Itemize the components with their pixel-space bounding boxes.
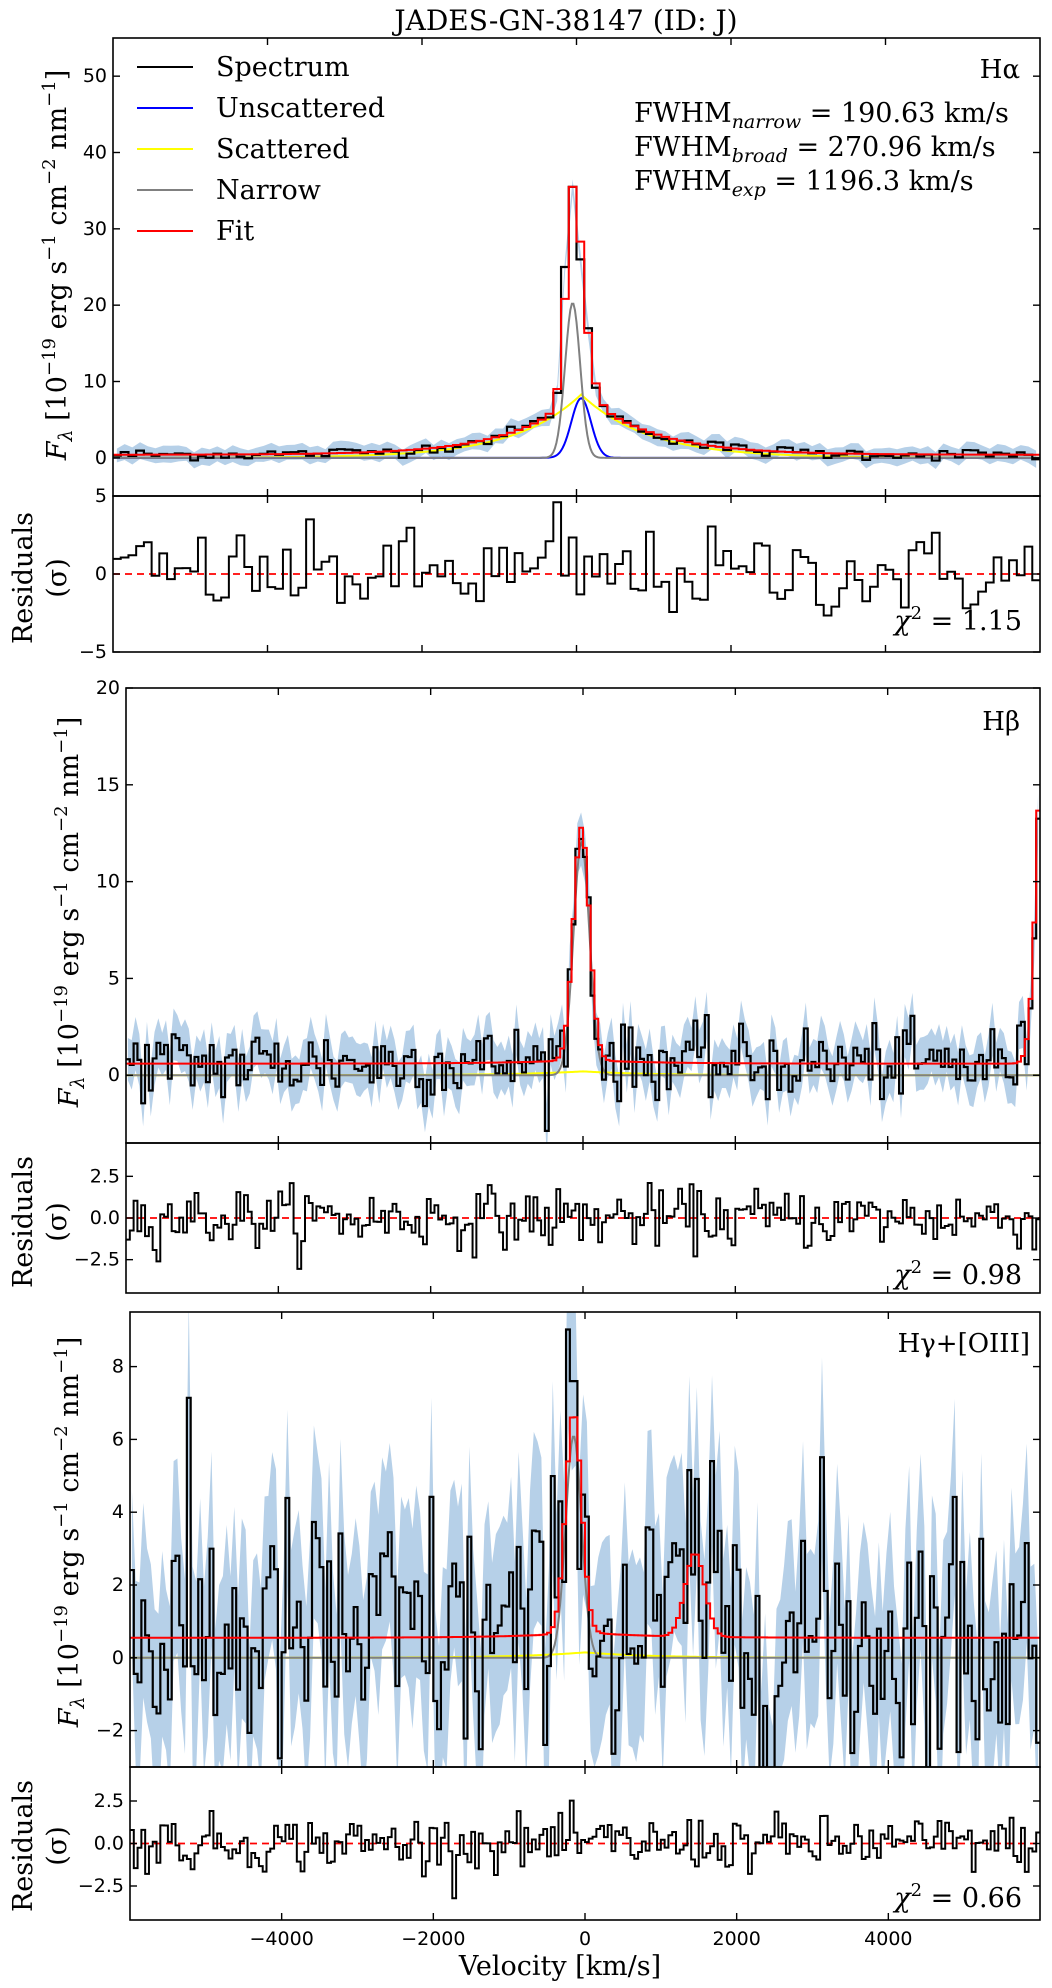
- fwhm-narrow: FWHMnarrow = 190.63 km/s: [634, 98, 1009, 133]
- resid-ylabel-hgamma-line1: Residuals: [8, 1780, 39, 1912]
- panel-5-data: [130, 1799, 1040, 1900]
- y-tick-label: 0: [108, 1064, 120, 1086]
- resid-ylabel-hgamma: Residuals (σ): [8, 1780, 73, 1912]
- resid-ylabel-halpha: Residuals (σ): [8, 512, 73, 644]
- flux-ylabel-hgamma: Fλ [10−19 erg s−1 cm−2 nm−1]: [51, 1337, 89, 1729]
- fit-step: [113, 185, 1040, 456]
- flux-ylabel-hgamma-text: Fλ [10−19 erg s−1 cm−2 nm−1]: [51, 1337, 89, 1729]
- resid-ylabel-hbeta-line1: Residuals: [8, 1156, 39, 1288]
- fit-step: [130, 1416, 1040, 1639]
- y-tick-label: 6: [112, 1428, 124, 1450]
- y-tick-label: −2: [96, 1720, 124, 1742]
- line-name-hgamma: Hγ+[OIII]: [898, 1329, 1030, 1359]
- legend-label: Narrow: [216, 175, 321, 206]
- y-tick-label: 30: [83, 218, 107, 240]
- chi2-hgamma: χ2 = 0.66: [892, 1880, 1022, 1914]
- resid-ylabel-hbeta: Residuals (σ): [8, 1156, 73, 1288]
- residual-step: [130, 1799, 1040, 1900]
- y-tick-label: 0.0: [90, 1207, 120, 1229]
- error-band: [127, 793, 1039, 1143]
- line-name-halpha: Hα: [980, 55, 1020, 85]
- x-tick-label: −2000: [401, 1928, 465, 1950]
- chi2-hbeta: χ2 = 0.98: [892, 1257, 1022, 1291]
- panel-4: −2 0 2 4 6 8: [96, 1311, 1041, 1768]
- x-tick-label: 4000: [864, 1928, 912, 1950]
- fwhm-broad: FWHMbroad = 270.96 km/s: [634, 132, 996, 167]
- legend-label: Unscattered: [216, 93, 385, 124]
- plots-layer: 01020304050−50505101520−2.50.02.5−202468…: [74, 37, 1041, 1950]
- panel-2: 0 5 10 15 20: [96, 677, 1041, 1144]
- y-tick-label: −2.5: [74, 1249, 120, 1271]
- legend: Spectrum Unscattered Scattered Narrow Fit: [137, 52, 385, 247]
- x-tick-label: 0: [579, 1928, 591, 1950]
- legend-label: Spectrum: [216, 52, 350, 83]
- panel-4-data: [130, 1312, 1040, 1767]
- y-tick-label: 0: [95, 447, 107, 469]
- y-tick-label: −5: [79, 641, 107, 663]
- panel-2-data: [126, 793, 1040, 1143]
- panel-0-data: [113, 179, 1040, 470]
- panel-3: −2.5 0.0 2.5: [74, 1142, 1041, 1294]
- y-tick-label: 10: [83, 371, 107, 393]
- resid-ylabel-halpha-line1: Residuals: [8, 512, 39, 644]
- fwhm-exp: FWHMexp = 1196.3 km/s: [634, 166, 974, 201]
- y-tick-label: 2.5: [90, 1165, 120, 1187]
- y-tick-label: 20: [96, 677, 120, 699]
- y-tick-label: 8: [112, 1356, 124, 1378]
- panel-5: −2.5 0.0 2.5 −4000 −2000 0 2000 4000: [78, 1766, 1041, 1950]
- y-tick-label: 5: [108, 967, 120, 989]
- panel-1: −5 0 5: [79, 485, 1041, 663]
- residual-step: [113, 501, 1040, 617]
- resid-ylabel-hgamma-line2: (σ): [42, 1826, 73, 1866]
- y-tick-label: 0: [95, 563, 107, 585]
- flux-ylabel-halpha: Fλ [10−19 erg s−1 cm−2 nm−1]: [39, 70, 77, 462]
- resid-ylabel-halpha-line2: (σ): [42, 558, 73, 598]
- fwhm-annotations: FWHMnarrow = 190.63 km/s FWHMbroad = 270…: [634, 98, 1009, 201]
- x-tick-label: 2000: [712, 1928, 760, 1950]
- y-tick-label: 40: [83, 142, 107, 164]
- flux-ylabel-halpha-text: Fλ [10−19 erg s−1 cm−2 nm−1]: [39, 70, 77, 462]
- chi2-halpha: χ2 = 1.15: [892, 603, 1022, 637]
- legend-label: Fit: [216, 216, 254, 247]
- y-tick-label: 0.0: [94, 1833, 124, 1855]
- residual-step: [126, 1181, 1040, 1270]
- resid-ylabel-hbeta-line2: (σ): [42, 1202, 73, 1242]
- y-tick-label: 2: [112, 1574, 124, 1596]
- y-tick-label: 15: [96, 774, 120, 796]
- panel-1-data: [113, 501, 1040, 617]
- line-name-hbeta: Hβ: [982, 707, 1020, 737]
- panel-0: 0 10 20 30 40 50: [83, 37, 1041, 497]
- y-tick-label: 10: [96, 871, 120, 893]
- legend-label: Scattered: [216, 134, 350, 165]
- fit-step: [126, 809, 1040, 1065]
- overlay-layer: Velocity [km/s] Fλ [10−19 erg s−1 cm−2 n…: [8, 52, 1030, 1982]
- y-tick-label: 0: [112, 1647, 124, 1669]
- figure-title: JADES-GN-38147 (ID: J): [391, 4, 737, 37]
- y-tick-label: 20: [83, 294, 107, 316]
- y-tick-label: −2.5: [78, 1875, 124, 1897]
- flux-ylabel-hbeta-text: Fλ [10−19 erg s−1 cm−2 nm−1]: [51, 717, 89, 1109]
- y-tick-label: 50: [83, 65, 107, 87]
- flux-ylabel-hbeta: Fλ [10−19 erg s−1 cm−2 nm−1]: [51, 717, 89, 1109]
- y-tick-label: 5: [95, 485, 107, 507]
- x-axis-label: Velocity [km/s]: [458, 1951, 661, 1982]
- y-tick-label: 4: [112, 1501, 124, 1523]
- narrow-component: [113, 302, 1040, 459]
- panel-3-data: [126, 1181, 1040, 1270]
- x-tick-label: −4000: [250, 1928, 314, 1950]
- y-tick-label: 2.5: [94, 1790, 124, 1812]
